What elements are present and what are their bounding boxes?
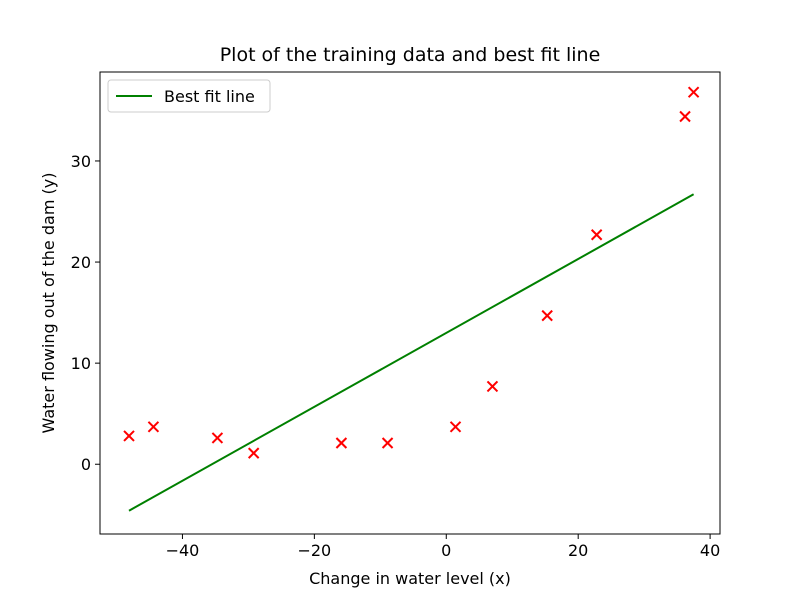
- data-point: [335, 437, 348, 449]
- axes-frame: [99, 71, 721, 535]
- chart-title: Plot of the training data and best fit l…: [220, 44, 601, 66]
- data-point: [679, 110, 691, 123]
- data-point: [247, 447, 260, 459]
- legend-label: Best fit line: [164, 87, 255, 106]
- x-tick-label: 20: [568, 541, 588, 560]
- x-tick-label: −20: [297, 541, 331, 560]
- x-tick-label: 40: [700, 541, 720, 560]
- x-axis-label: Change in water level (x): [309, 569, 511, 588]
- legend: Best fit line: [107, 79, 271, 113]
- data-point: [147, 421, 160, 433]
- data-point: [590, 229, 603, 241]
- best-fit-line: [128, 193, 695, 512]
- data-point: [211, 432, 224, 444]
- plot-area: [123, 86, 700, 512]
- y-axis: 0 10 20 30: [71, 152, 100, 474]
- y-tick-label: 0: [81, 455, 91, 474]
- data-point: [541, 309, 553, 322]
- legend-box: [107, 79, 271, 113]
- x-tick-label: 0: [441, 541, 451, 560]
- data-point: [123, 430, 135, 442]
- x-axis: −40 −20 0 20 40: [166, 534, 720, 560]
- data-point: [449, 421, 462, 433]
- y-tick-label: 30: [71, 152, 91, 171]
- y-tick-label: 10: [71, 354, 91, 373]
- data-point: [486, 380, 499, 393]
- x-tick-label: −40: [166, 541, 200, 560]
- data-point: [687, 86, 700, 98]
- y-tick-label: 20: [71, 253, 91, 272]
- data-point: [381, 437, 394, 449]
- y-axis-label: Water flowing out of the dam (y): [39, 173, 58, 434]
